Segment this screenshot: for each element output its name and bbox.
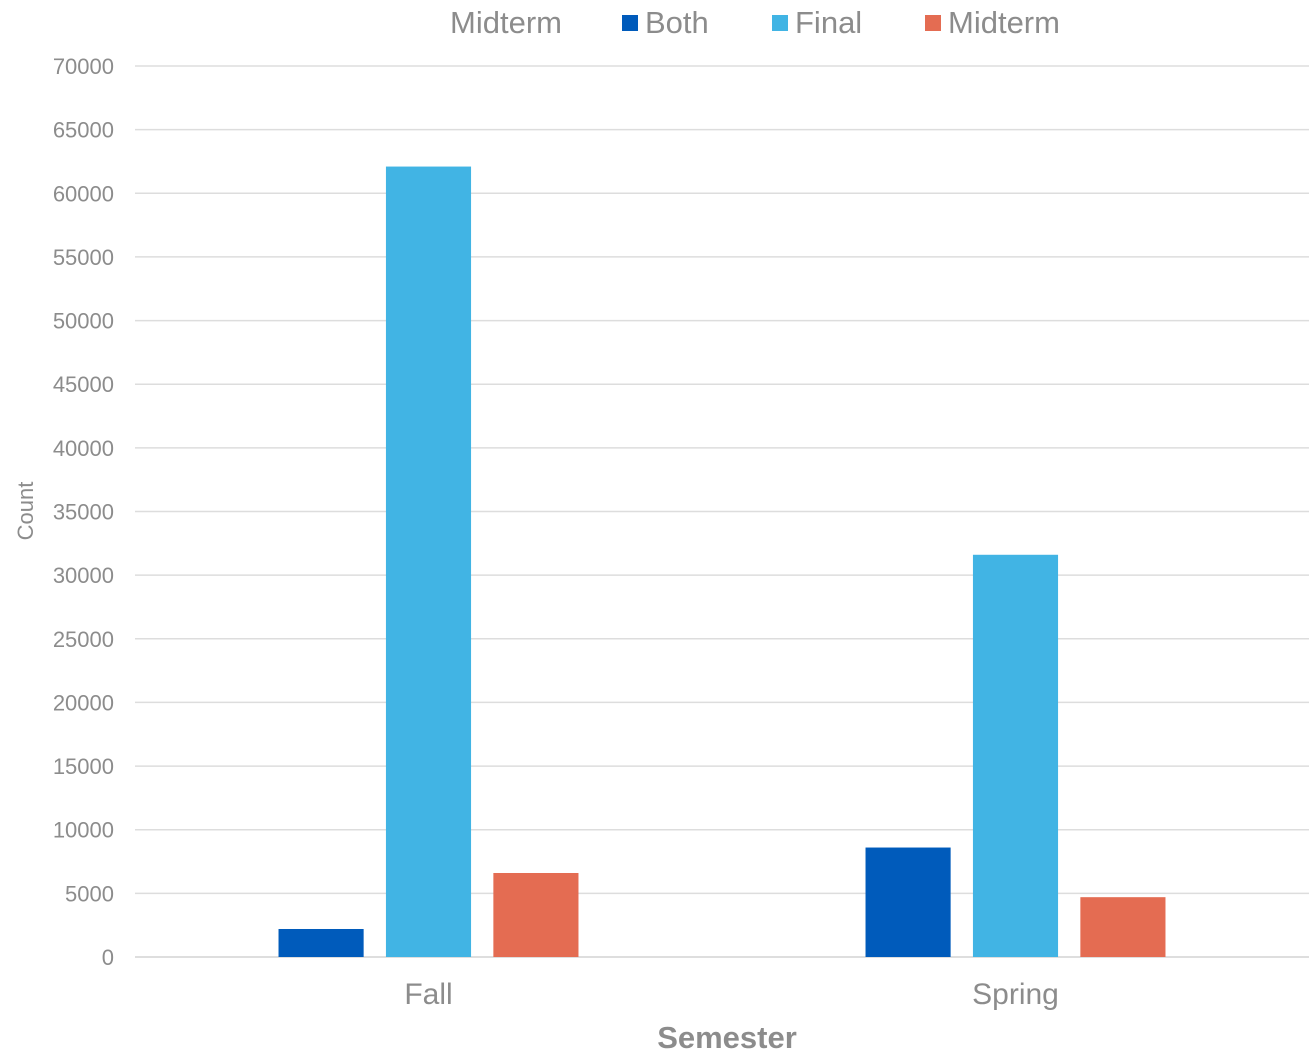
y-tick-label: 65000 — [53, 118, 114, 143]
y-tick-label: 50000 — [53, 309, 114, 334]
legend-swatch-both — [622, 15, 638, 31]
x-axis-ticks: Fall Spring — [404, 978, 1059, 1011]
legend: Midterm Both Final Midterm — [450, 5, 1060, 40]
bar-final-fall — [385, 166, 472, 957]
y-tick-label: 70000 — [53, 54, 114, 79]
bar-midterm-fall — [493, 872, 579, 957]
y-tick-label: 60000 — [53, 181, 114, 206]
bar-both-fall — [278, 928, 364, 957]
y-tick-label: 5000 — [65, 881, 114, 906]
y-tick-label: 25000 — [53, 627, 114, 652]
gridlines — [135, 65, 1309, 958]
y-tick-label: 15000 — [53, 754, 114, 779]
y-tick-label: 20000 — [53, 690, 114, 715]
bar-midterm-spring — [1080, 897, 1166, 957]
y-tick-label: 35000 — [53, 500, 114, 525]
y-tick-label: 10000 — [53, 818, 114, 843]
legend-label-both: Both — [645, 5, 709, 40]
y-tick-label: 0 — [102, 945, 114, 970]
y-tick-label: 55000 — [53, 245, 114, 270]
legend-swatch-midterm — [925, 15, 941, 31]
bar-final-spring — [972, 554, 1059, 957]
y-tick-label: 40000 — [53, 436, 114, 461]
y-tick-label: 45000 — [53, 372, 114, 397]
x-tick-label: Spring — [972, 978, 1059, 1011]
legend-label-midterm: Midterm — [948, 5, 1060, 40]
legend-label-final: Final — [795, 5, 862, 40]
y-tick-label: 30000 — [53, 563, 114, 588]
x-axis-title: Semester — [657, 1020, 797, 1055]
x-tick-label: Fall — [404, 978, 452, 1011]
bars — [278, 166, 1166, 957]
legend-title: Midterm — [450, 5, 562, 40]
y-axis-title: Count — [13, 482, 38, 541]
bar-both-spring — [865, 847, 951, 957]
legend-swatch-final — [772, 15, 788, 31]
y-axis-ticks: 0 5000 10000 15000 20000 25000 30000 35000 40000… — [53, 54, 114, 970]
